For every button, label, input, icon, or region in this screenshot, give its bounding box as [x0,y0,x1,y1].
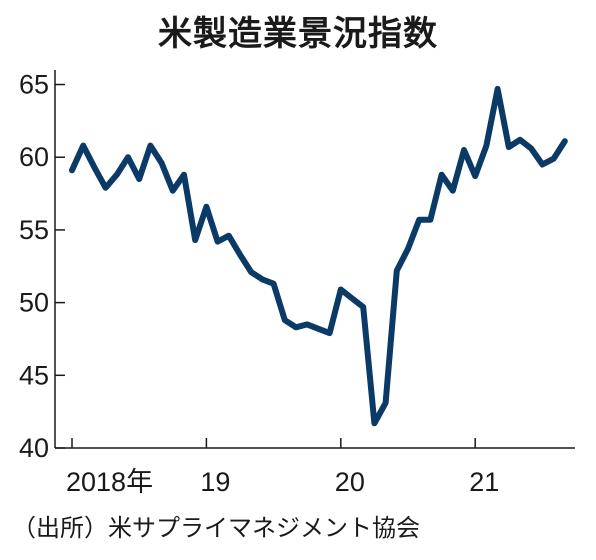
y-tick-label-60: 60 [19,142,49,172]
series-line [69,85,568,427]
x-tick-label-20: 20 [335,467,365,497]
x-tick-label-19: 19 [200,467,230,497]
x-tick-label-21: 21 [469,467,499,497]
y-tick-label-50: 50 [19,288,49,318]
y-tick-label-55: 55 [19,215,49,245]
chart-title: 米製造業景況指数 [158,14,438,54]
x-tick-label-2018年: 2018年 [66,467,153,497]
y-tick-label-40: 40 [19,433,49,463]
y-tick-labels: 40 45 50 55 60 65 [19,70,49,463]
y-tick-label-65: 65 [19,70,49,100]
x-tick-labels: 2018年 19 20 21 [66,467,499,497]
chart-axes [54,70,575,449]
y-tick-label-45: 45 [19,360,49,390]
source-note: （出所）米サプライマネジメント協会 [12,514,420,542]
